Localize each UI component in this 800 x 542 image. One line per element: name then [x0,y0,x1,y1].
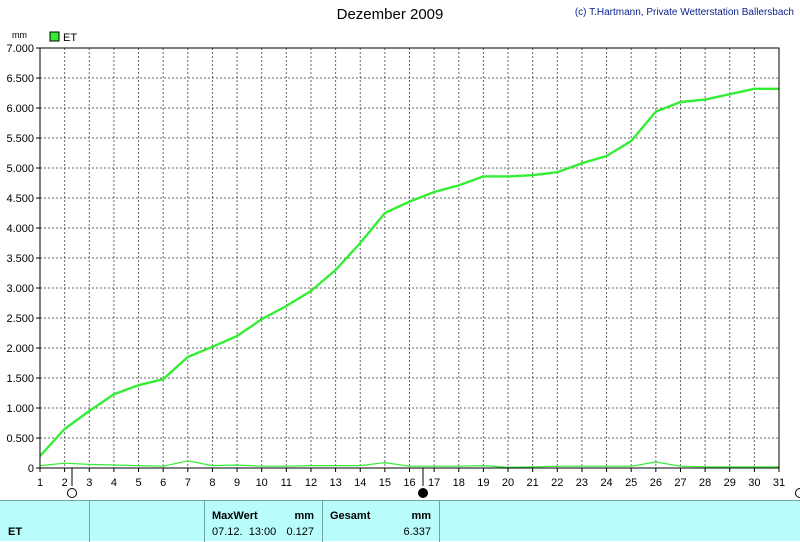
y-tick-label: 7.000 [6,43,34,55]
summary-panel: ET MaxWert mm 07.12. 13:00 0.127 Gesamt … [0,500,800,541]
total-unit: mm [411,510,431,522]
x-tick-label: 5 [135,477,141,489]
y-tick-label: 1.500 [6,373,34,385]
y-tick-label: 4.000 [6,223,34,235]
x-tick-label: 24 [600,477,612,489]
max-unit: mm [294,510,314,522]
grid [40,48,779,468]
legend-swatch [50,32,59,41]
y-axis-unit: mm [12,30,27,40]
x-tick-label: 31 [773,477,785,489]
panel-empty-cell [90,501,205,542]
max-time: 07.12. 13:00 [212,526,276,538]
x-tick-label: 27 [674,477,686,489]
line-chart: mm ET 0 0.500 1.000 1.500 2.000 2.500 3.000 3.5… [0,0,800,500]
x-tick-label: 1 [37,477,43,489]
axes: 0 0.500 1.000 1.500 2.000 2.500 3.000 3.500 4.00… [6,43,800,498]
max-label: MaxWert [212,510,258,522]
x-tick-label: 21 [527,477,539,489]
total-label: Gesamt [330,510,370,522]
x-tick-label: 29 [724,477,736,489]
y-tick-label: 5.500 [6,133,34,145]
x-tick-label: 6 [160,477,166,489]
x-tick-label: 14 [354,477,366,489]
range-end-marker [796,489,800,498]
range-cursor-marker [419,489,428,498]
y-tick-label: 3.500 [6,253,34,265]
x-tick-label: 9 [234,477,240,489]
y-tick-label: 1.000 [6,403,34,415]
y-tick-label: 2.000 [6,343,34,355]
x-tick-label: 2 [62,477,68,489]
x-tick-label: 30 [748,477,760,489]
x-tick-label: 22 [551,477,563,489]
panel-row-label-cell: ET [0,501,90,542]
x-tick-label: 12 [305,477,317,489]
y-tick-label: 0.500 [6,433,34,445]
x-tick-label: 13 [329,477,341,489]
x-tick-label: 10 [256,477,268,489]
y-tick-label: 3.000 [6,283,34,295]
x-tick-label: 8 [209,477,215,489]
x-tick-label: 7 [185,477,191,489]
x-tick-label: 4 [111,477,117,489]
y-tick-label: 2.500 [6,313,34,325]
total-value: 6.337 [403,526,431,538]
y-tick-label: 4.500 [6,193,34,205]
x-tick-label: 26 [650,477,662,489]
max-value: 0.127 [286,526,314,538]
x-tick-label: 25 [625,477,637,489]
x-tick-label: 19 [477,477,489,489]
x-tick-label: 28 [699,477,711,489]
x-tick-label: 3 [86,477,92,489]
x-tick-label: 23 [576,477,588,489]
x-tick-label: 18 [453,477,465,489]
panel-row-label: ET [8,526,22,538]
y-tick-label: 6.000 [6,103,34,115]
panel-total-cell: Gesamt mm 6.337 [323,501,440,542]
x-tick-label: 15 [379,477,391,489]
x-tick-label: 17 [428,477,440,489]
x-tick-label: 20 [502,477,514,489]
x-tick-label: 16 [403,477,415,489]
y-tick-label: 5.000 [6,163,34,175]
y-tick-label: 0 [28,463,34,475]
panel-max-cell: MaxWert mm 07.12. 13:00 0.127 [205,501,323,542]
range-start-marker [68,489,77,498]
x-tick-label: 11 [281,477,292,489]
y-tick-label: 6.500 [6,73,34,85]
legend-label: ET [63,32,77,44]
